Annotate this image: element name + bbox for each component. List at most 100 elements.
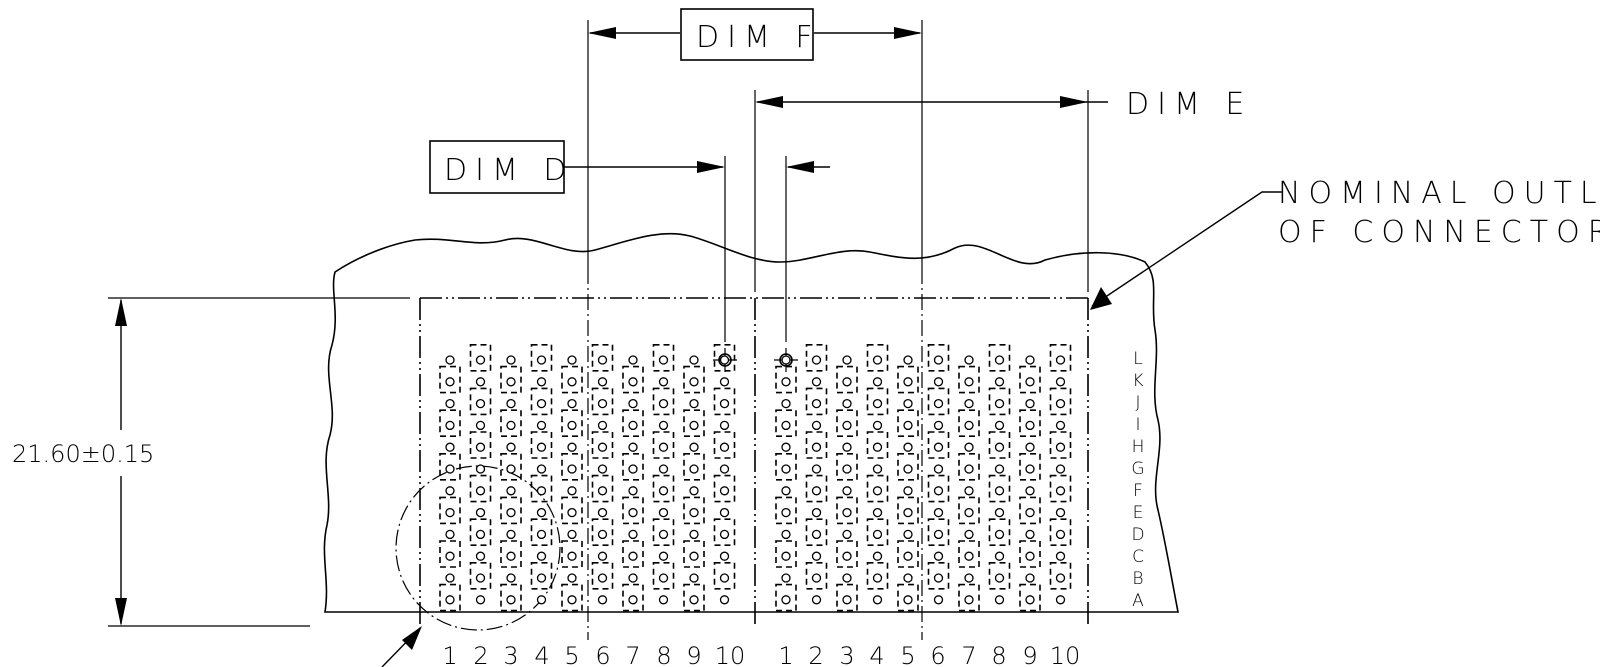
pin-hole xyxy=(933,442,944,452)
pin-pad xyxy=(988,518,1011,547)
pin-hole xyxy=(567,442,577,452)
pin-pad xyxy=(591,387,614,416)
pin-pad xyxy=(500,365,522,394)
pin-pad xyxy=(1049,343,1072,372)
pin-hole xyxy=(1055,507,1066,518)
pin-hole xyxy=(445,377,455,387)
pin-hole xyxy=(689,529,699,540)
pin-hole xyxy=(597,529,608,540)
pin-hole xyxy=(903,355,913,365)
pin-pad xyxy=(530,387,553,416)
pin-hole xyxy=(719,507,730,518)
pin-hole xyxy=(475,486,486,496)
pin-pad xyxy=(652,561,675,590)
pin-pad xyxy=(1049,561,1072,590)
pin-pad xyxy=(897,409,919,438)
pin-pad xyxy=(530,343,553,372)
pin-pad xyxy=(500,583,522,612)
pin-hole xyxy=(842,398,852,409)
col-number: 4 xyxy=(534,642,549,667)
pin-hole xyxy=(658,355,669,365)
pin-hole xyxy=(872,464,883,474)
pin-pad xyxy=(927,343,950,372)
pin-hole xyxy=(964,442,974,452)
pin-hole xyxy=(933,595,944,605)
pin-pad xyxy=(652,387,675,416)
pin-pad xyxy=(805,561,828,590)
pin-pad xyxy=(897,496,919,525)
pin-hole xyxy=(1025,464,1035,474)
pin-hole xyxy=(719,529,730,540)
pin-hole xyxy=(811,529,822,540)
pin-hole xyxy=(689,398,699,409)
pin-hole xyxy=(719,464,730,474)
pin-hole xyxy=(506,507,516,518)
pin-hole xyxy=(475,595,486,605)
pin-hole xyxy=(536,551,547,561)
pin-hole xyxy=(628,377,638,387)
pin-pad xyxy=(500,409,522,438)
pin-hole xyxy=(903,377,913,387)
pin-hole xyxy=(719,398,730,409)
pin-pad xyxy=(866,343,889,372)
pin-hole xyxy=(811,507,822,518)
pin-hole xyxy=(933,507,944,518)
pin-hole xyxy=(872,442,883,452)
pin-hole xyxy=(506,398,516,409)
pin-hole xyxy=(597,486,608,496)
pin-hole xyxy=(536,595,547,605)
pin-hole xyxy=(628,507,638,518)
pin-pad xyxy=(988,387,1011,416)
pin-hole xyxy=(781,529,791,540)
nominal-outline-callout: NOMINAL OUTLINE OF CONNECTOR xyxy=(1090,176,1600,310)
pin-hole xyxy=(872,377,883,387)
pin-hole xyxy=(872,529,883,540)
pin-hole xyxy=(1055,529,1066,540)
pin-pad xyxy=(1019,496,1041,525)
pin-hole xyxy=(689,420,699,431)
pin-hole xyxy=(781,355,791,365)
pin-hole xyxy=(933,486,944,496)
pin-hole xyxy=(475,442,486,452)
row-letter: G xyxy=(1131,459,1144,479)
column-numbers-connector-2: 1 2 3 4 5 6 7 8 9 10 xyxy=(778,642,1080,667)
pin-hole xyxy=(719,486,730,496)
pin-pad xyxy=(1019,583,1041,612)
pin-hole xyxy=(903,551,913,561)
col-number: 5 xyxy=(564,642,579,667)
pin-hole xyxy=(536,442,547,452)
board-break-outline xyxy=(323,232,1179,613)
pin-hole xyxy=(628,595,638,605)
pin-hole xyxy=(781,507,791,518)
pin-hole xyxy=(445,551,455,561)
pin-hole xyxy=(811,420,822,431)
pin-pad xyxy=(561,365,583,394)
pin-pad xyxy=(958,583,980,612)
row-letter: A xyxy=(1132,591,1144,611)
pin-hole xyxy=(567,420,577,431)
pin-pad xyxy=(683,540,705,568)
pin-hole xyxy=(1025,442,1035,452)
pin-hole xyxy=(689,464,699,474)
pin-pad xyxy=(713,387,736,416)
pin-pad xyxy=(1019,540,1041,568)
pin-hole xyxy=(719,355,730,365)
pin-pad xyxy=(683,409,705,438)
pin-hole xyxy=(719,551,730,561)
dim-f-dimension: DIM F xyxy=(588,8,922,61)
pin-hole xyxy=(842,486,852,496)
pin-hole xyxy=(475,464,486,474)
pin-pad xyxy=(958,496,980,525)
pin-pad xyxy=(1049,518,1072,547)
pin-hole xyxy=(964,595,974,605)
col-number: 2 xyxy=(808,642,823,667)
pin-pad xyxy=(805,474,828,503)
pin-hole xyxy=(903,464,913,474)
pin-hole xyxy=(903,398,913,409)
pin-pad xyxy=(927,518,950,547)
pin-hole xyxy=(475,573,486,583)
pin-pad xyxy=(652,343,675,372)
pin-hole xyxy=(872,551,883,561)
pin-hole xyxy=(689,551,699,561)
pin-hole xyxy=(842,464,852,474)
